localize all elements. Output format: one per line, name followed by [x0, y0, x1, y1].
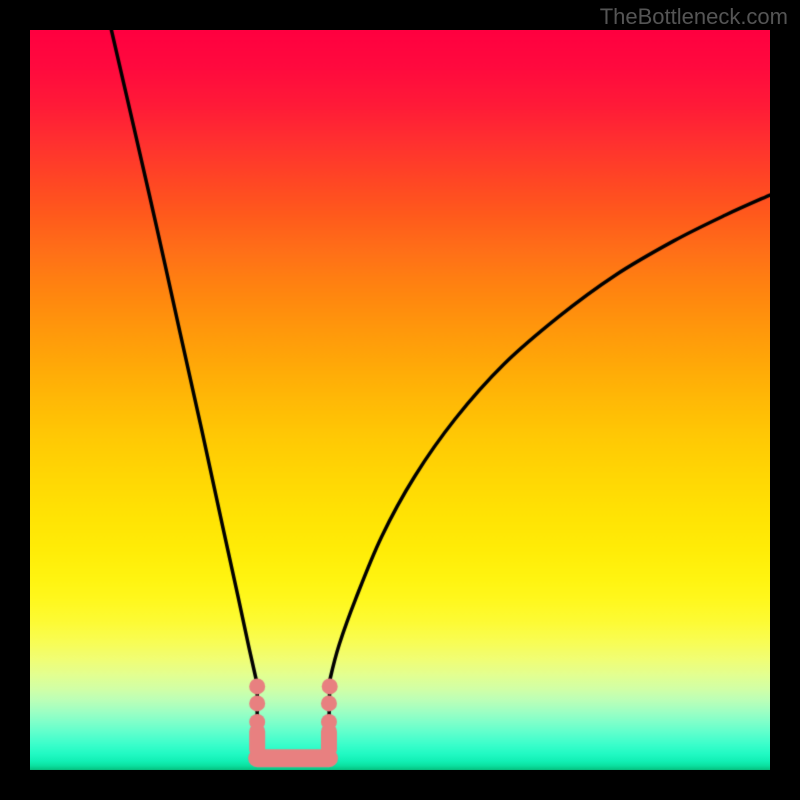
chart-root: TheBottleneck.com	[0, 0, 800, 800]
plot-area	[30, 30, 770, 770]
watermark-text: TheBottleneck.com	[600, 4, 788, 30]
bottleneck-curve	[30, 30, 770, 770]
